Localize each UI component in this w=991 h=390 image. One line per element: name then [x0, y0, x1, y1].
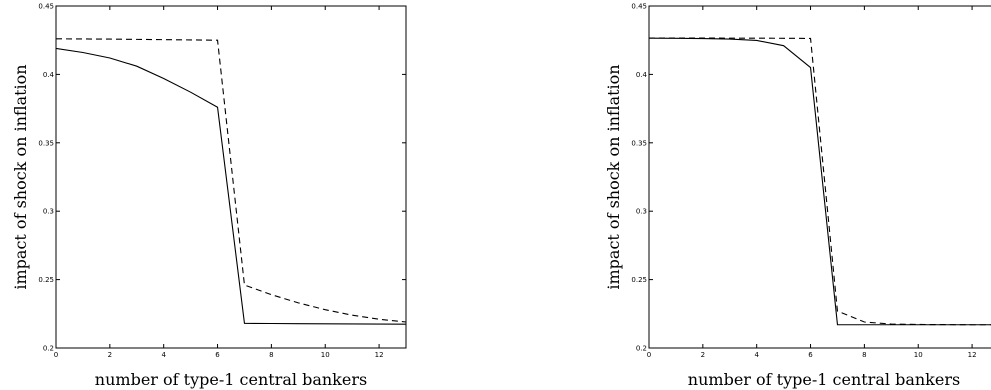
y-tick-label: 0.2 [43, 345, 54, 353]
y-tick-label: 0.4 [636, 71, 648, 79]
dashed-series-line [55, 38, 407, 323]
x-tick-label: 6 [215, 351, 220, 359]
plot-frame [648, 5, 991, 349]
y-tick-label: 0.3 [636, 208, 647, 216]
x-tick-label: 10 [321, 351, 330, 359]
x-tick-label: 0 [54, 351, 58, 359]
x-tick-label: 12 [968, 351, 977, 359]
x-tick-label: 6 [808, 351, 813, 359]
x-tick-label: 4 [754, 351, 759, 359]
y-tick-label: 0.45 [38, 3, 54, 11]
y-axis-label: impact of shock on inflation [604, 64, 623, 289]
y-tick-label: 0.3 [43, 208, 54, 216]
x-tick-label: 8 [269, 351, 273, 359]
plot-frame [55, 5, 407, 349]
y-tick-label: 0.35 [631, 139, 647, 147]
chart-left: 0 2 4 6 8 10 12 0.2 0.25 0.3 0.35 0.4 0.45 number of … [11, 3, 407, 389]
x-tick-label: 2 [108, 351, 112, 359]
x-tick-label: 8 [862, 351, 866, 359]
y-tick-label: 0.2 [636, 345, 647, 353]
solid-series-line [55, 47, 407, 325]
y-axis-label: impact of shock on inflation [11, 64, 30, 289]
dashed-series-line [649, 37, 991, 326]
x-axis-label: number of type-1 central bankers [688, 370, 960, 389]
y-tick-label: 0.25 [38, 276, 54, 284]
x-axis-label: number of type-1 central bankers [95, 370, 367, 389]
y-tick-label: 0.35 [38, 139, 54, 147]
x-tick-label: 4 [161, 351, 166, 359]
y-tick-label: 0.4 [43, 71, 55, 79]
x-tick-label: 0 [647, 351, 651, 359]
y-tick-label: 0.45 [631, 3, 647, 11]
x-tick-label: 12 [375, 351, 384, 359]
solid-series-line [648, 37, 991, 326]
x-tick-label: 10 [914, 351, 923, 359]
x-tick-label: 2 [701, 351, 705, 359]
chart-right: 0 2 4 6 8 10 12 0.2 0.25 0.3 0.35 0.4 0.45 number of … [604, 3, 991, 389]
y-tick-label: 0.25 [631, 276, 647, 284]
